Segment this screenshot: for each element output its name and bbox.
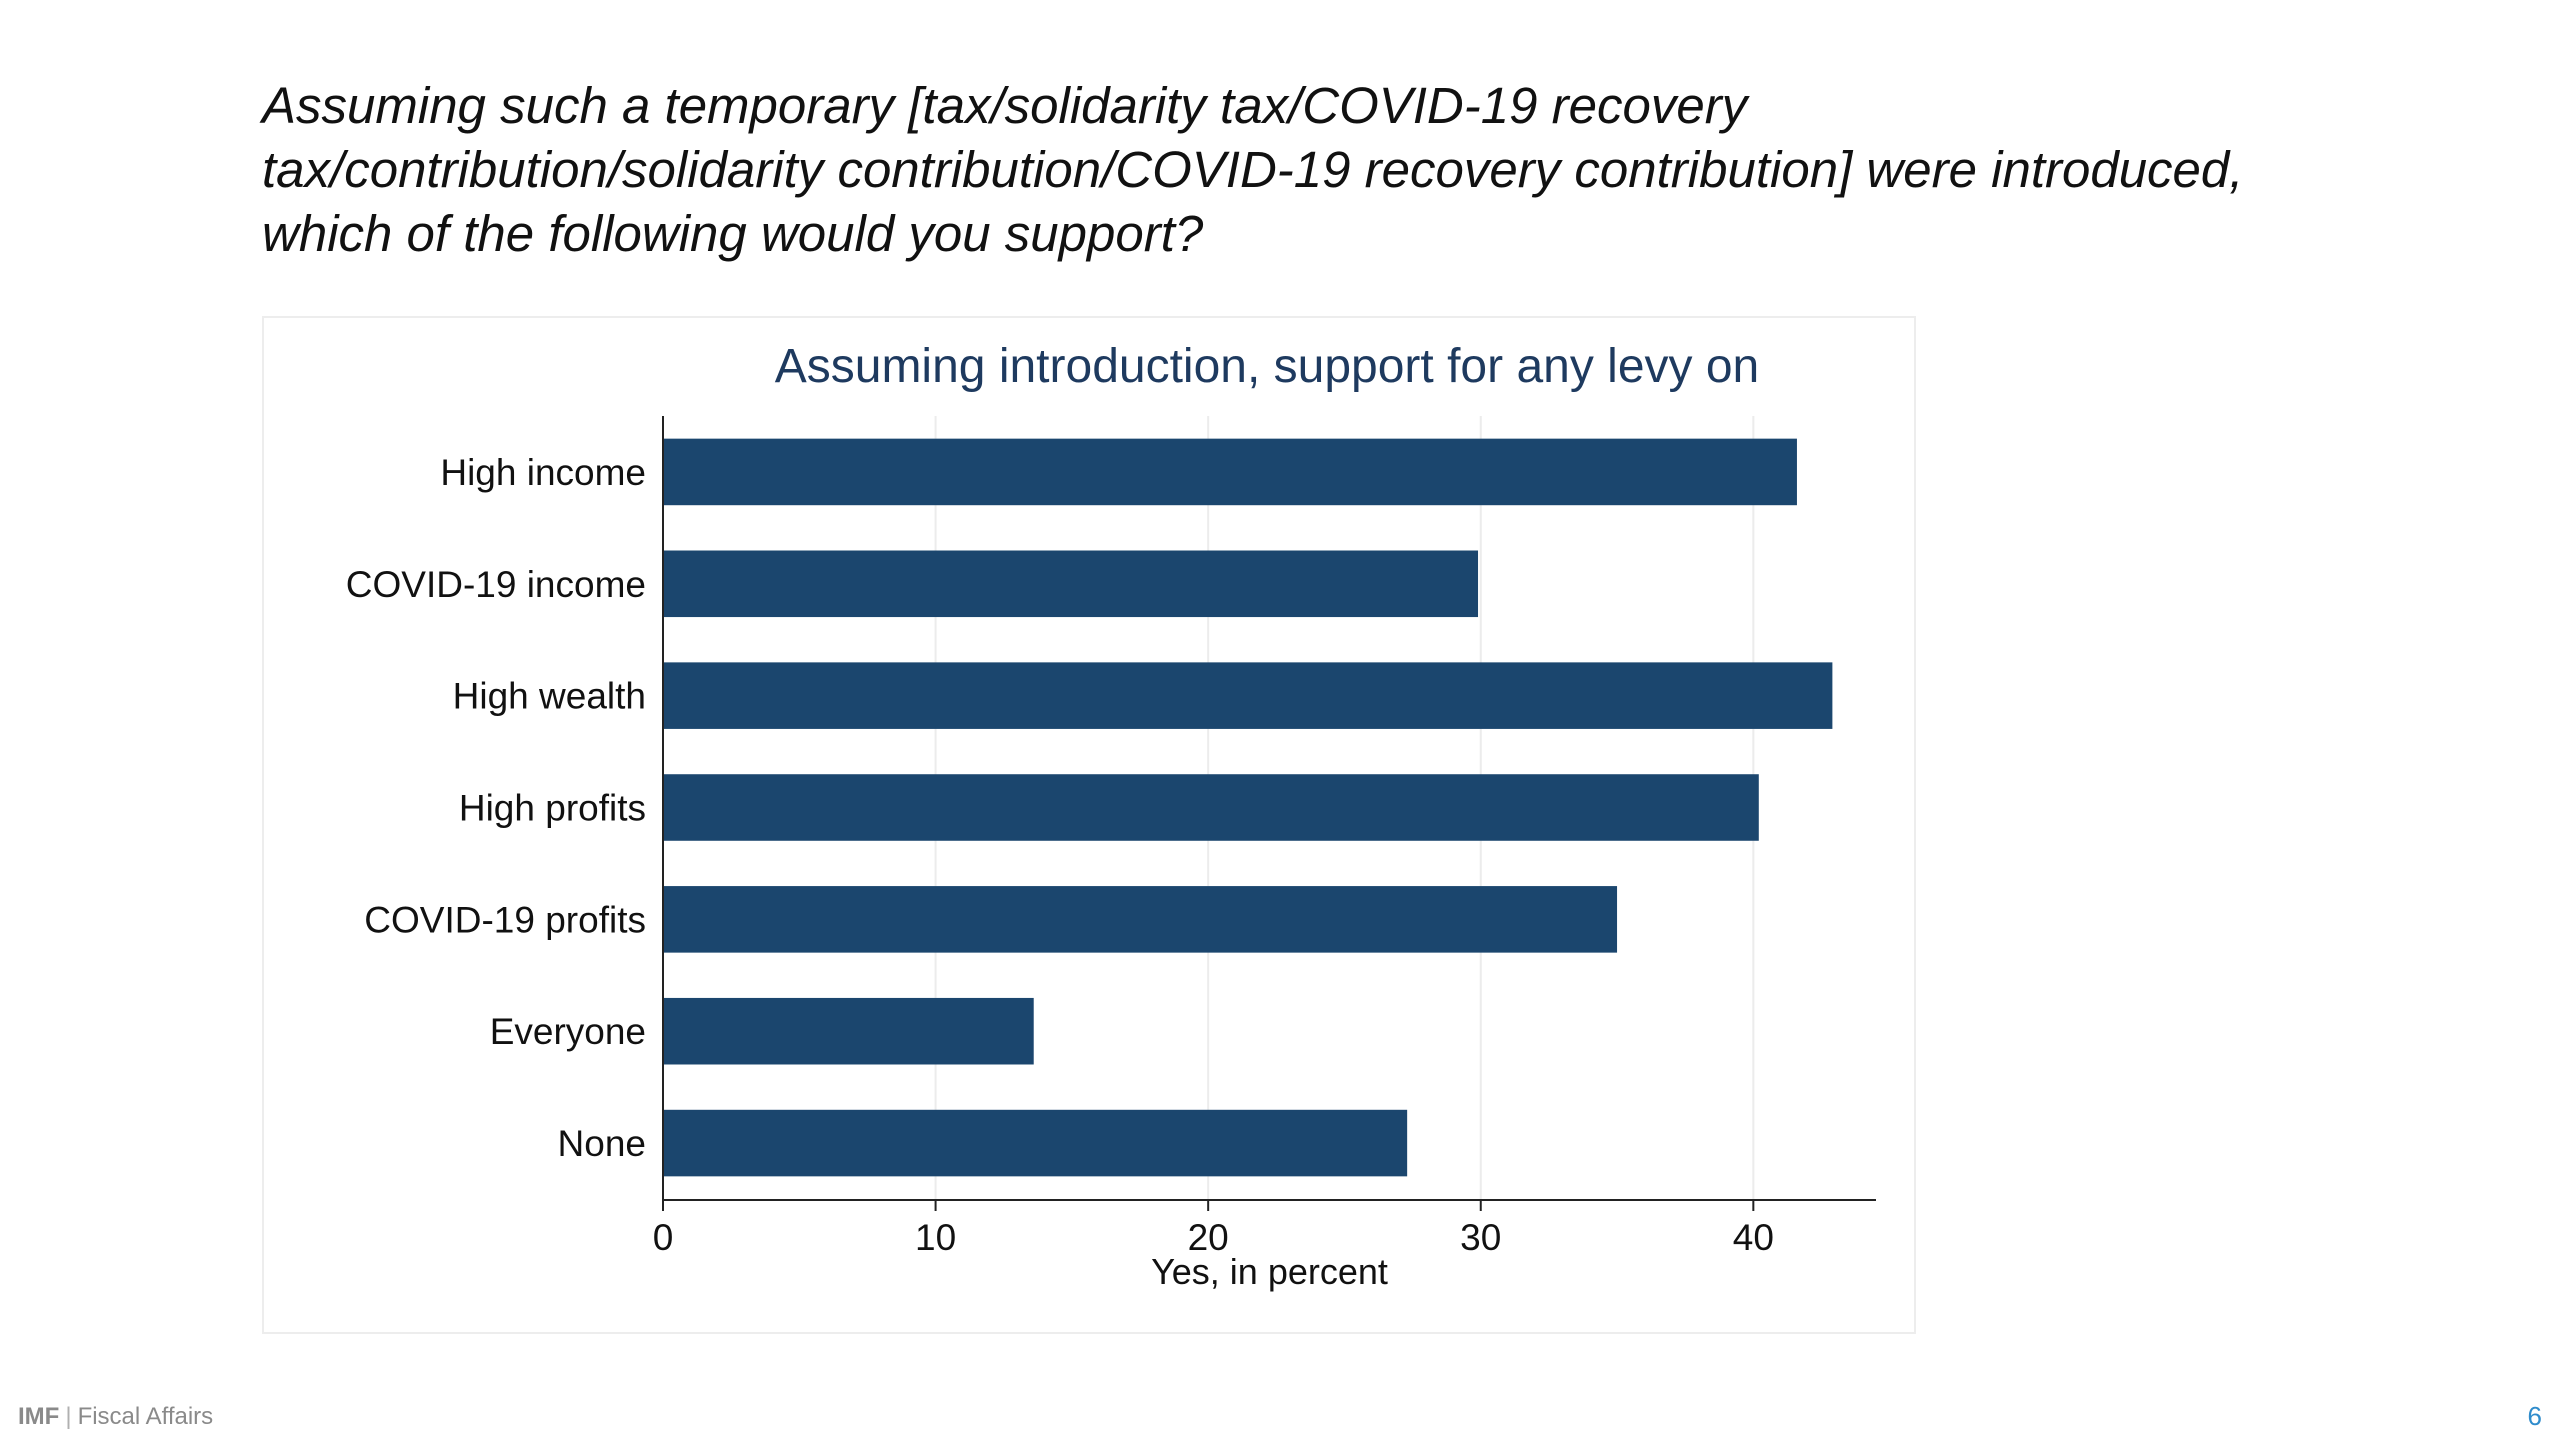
category-label: None xyxy=(558,1123,646,1164)
bar xyxy=(663,774,1759,841)
bar xyxy=(663,886,1618,953)
page-number: 6 xyxy=(2527,1401,2542,1431)
x-tick-label: 0 xyxy=(653,1217,674,1258)
bars xyxy=(663,438,1833,1177)
category-label: Everyone xyxy=(490,1011,646,1052)
category-label: COVID-19 income xyxy=(346,564,646,605)
bar xyxy=(663,1109,1408,1177)
bar xyxy=(663,662,1833,729)
footer-department: Fiscal Affairs xyxy=(77,1403,214,1430)
x-tick-label: 20 xyxy=(1188,1217,1229,1258)
x-axis-label: Yes, in percent xyxy=(1151,1251,1388,1292)
bar xyxy=(663,438,1797,506)
category-label: High income xyxy=(440,452,646,493)
footer: IMF | Fiscal Affairs xyxy=(18,1403,213,1431)
chart-panel: High income COVID-19 income High wealth Hig… xyxy=(262,316,1916,1334)
footer-divider: | xyxy=(65,1403,72,1430)
x-tick-label: 30 xyxy=(1460,1217,1501,1258)
footer-brand: IMF xyxy=(18,1403,60,1430)
chart-title: Assuming introduction, support for any l… xyxy=(775,340,1760,393)
bar xyxy=(663,997,1034,1065)
axes: High income COVID-19 income High wealth Hig… xyxy=(346,416,1876,1258)
question-text: Assuming such a temporary [tax/solidarit… xyxy=(262,77,2244,262)
bar-chart: High income COVID-19 income High wealth Hig… xyxy=(346,340,1876,1292)
bar xyxy=(663,550,1479,618)
x-tick-label: 40 xyxy=(1733,1217,1774,1258)
category-label: COVID-19 profits xyxy=(364,899,646,940)
x-tick-label: 10 xyxy=(915,1217,956,1258)
category-label: High wealth xyxy=(453,676,646,717)
category-label: High profits xyxy=(459,788,646,829)
